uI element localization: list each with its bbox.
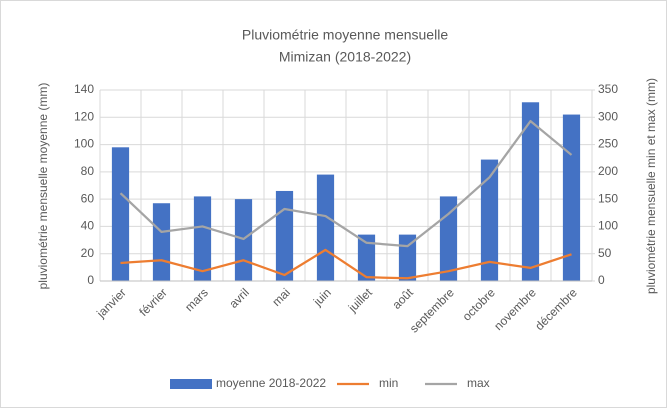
y-tick-label: 120 (74, 109, 94, 123)
y2-tick-label: 250 (598, 137, 618, 151)
bar (480, 159, 499, 281)
y-tick-label: 0 (87, 273, 94, 287)
bar (521, 102, 540, 282)
legend-swatch (170, 379, 212, 389)
y2-tick-label: 100 (598, 219, 618, 233)
line (120, 248, 572, 280)
y2-tick-label: 200 (598, 164, 618, 178)
bar (193, 196, 212, 281)
chart-title: Pluviométrie moyenne mensuelle (242, 27, 448, 43)
y-tick-label: 100 (74, 137, 94, 151)
y-tick-label: 80 (81, 164, 95, 178)
bar (357, 234, 376, 281)
legend-label: min (379, 376, 398, 390)
bar (111, 147, 130, 281)
legend-label: moyenne 2018-2022 (216, 376, 326, 390)
bar (316, 174, 335, 281)
bar (275, 190, 294, 281)
y2-tick-label: 50 (598, 246, 612, 260)
y2-tick-label: 350 (598, 82, 618, 96)
y2-tick-label: 0 (598, 273, 605, 287)
bar (152, 203, 171, 281)
line (119, 119, 573, 248)
legend-label: max (467, 376, 490, 390)
chart-subtitle: Mimizan (2018-2022) (279, 49, 411, 65)
y-tick-label: 40 (81, 219, 95, 233)
y-tick-label: 140 (74, 82, 94, 96)
bar (562, 114, 581, 281)
y2-axis-label: pluviométrie mensuelle min et max (mm) (644, 78, 658, 294)
y-axis-label: pluviométrie mensuelle moyenne (mm) (36, 83, 50, 290)
y-tick-label: 60 (81, 191, 95, 205)
y2-tick-label: 150 (598, 191, 618, 205)
y2-tick-label: 300 (598, 109, 618, 123)
y-tick-label: 20 (81, 246, 95, 260)
